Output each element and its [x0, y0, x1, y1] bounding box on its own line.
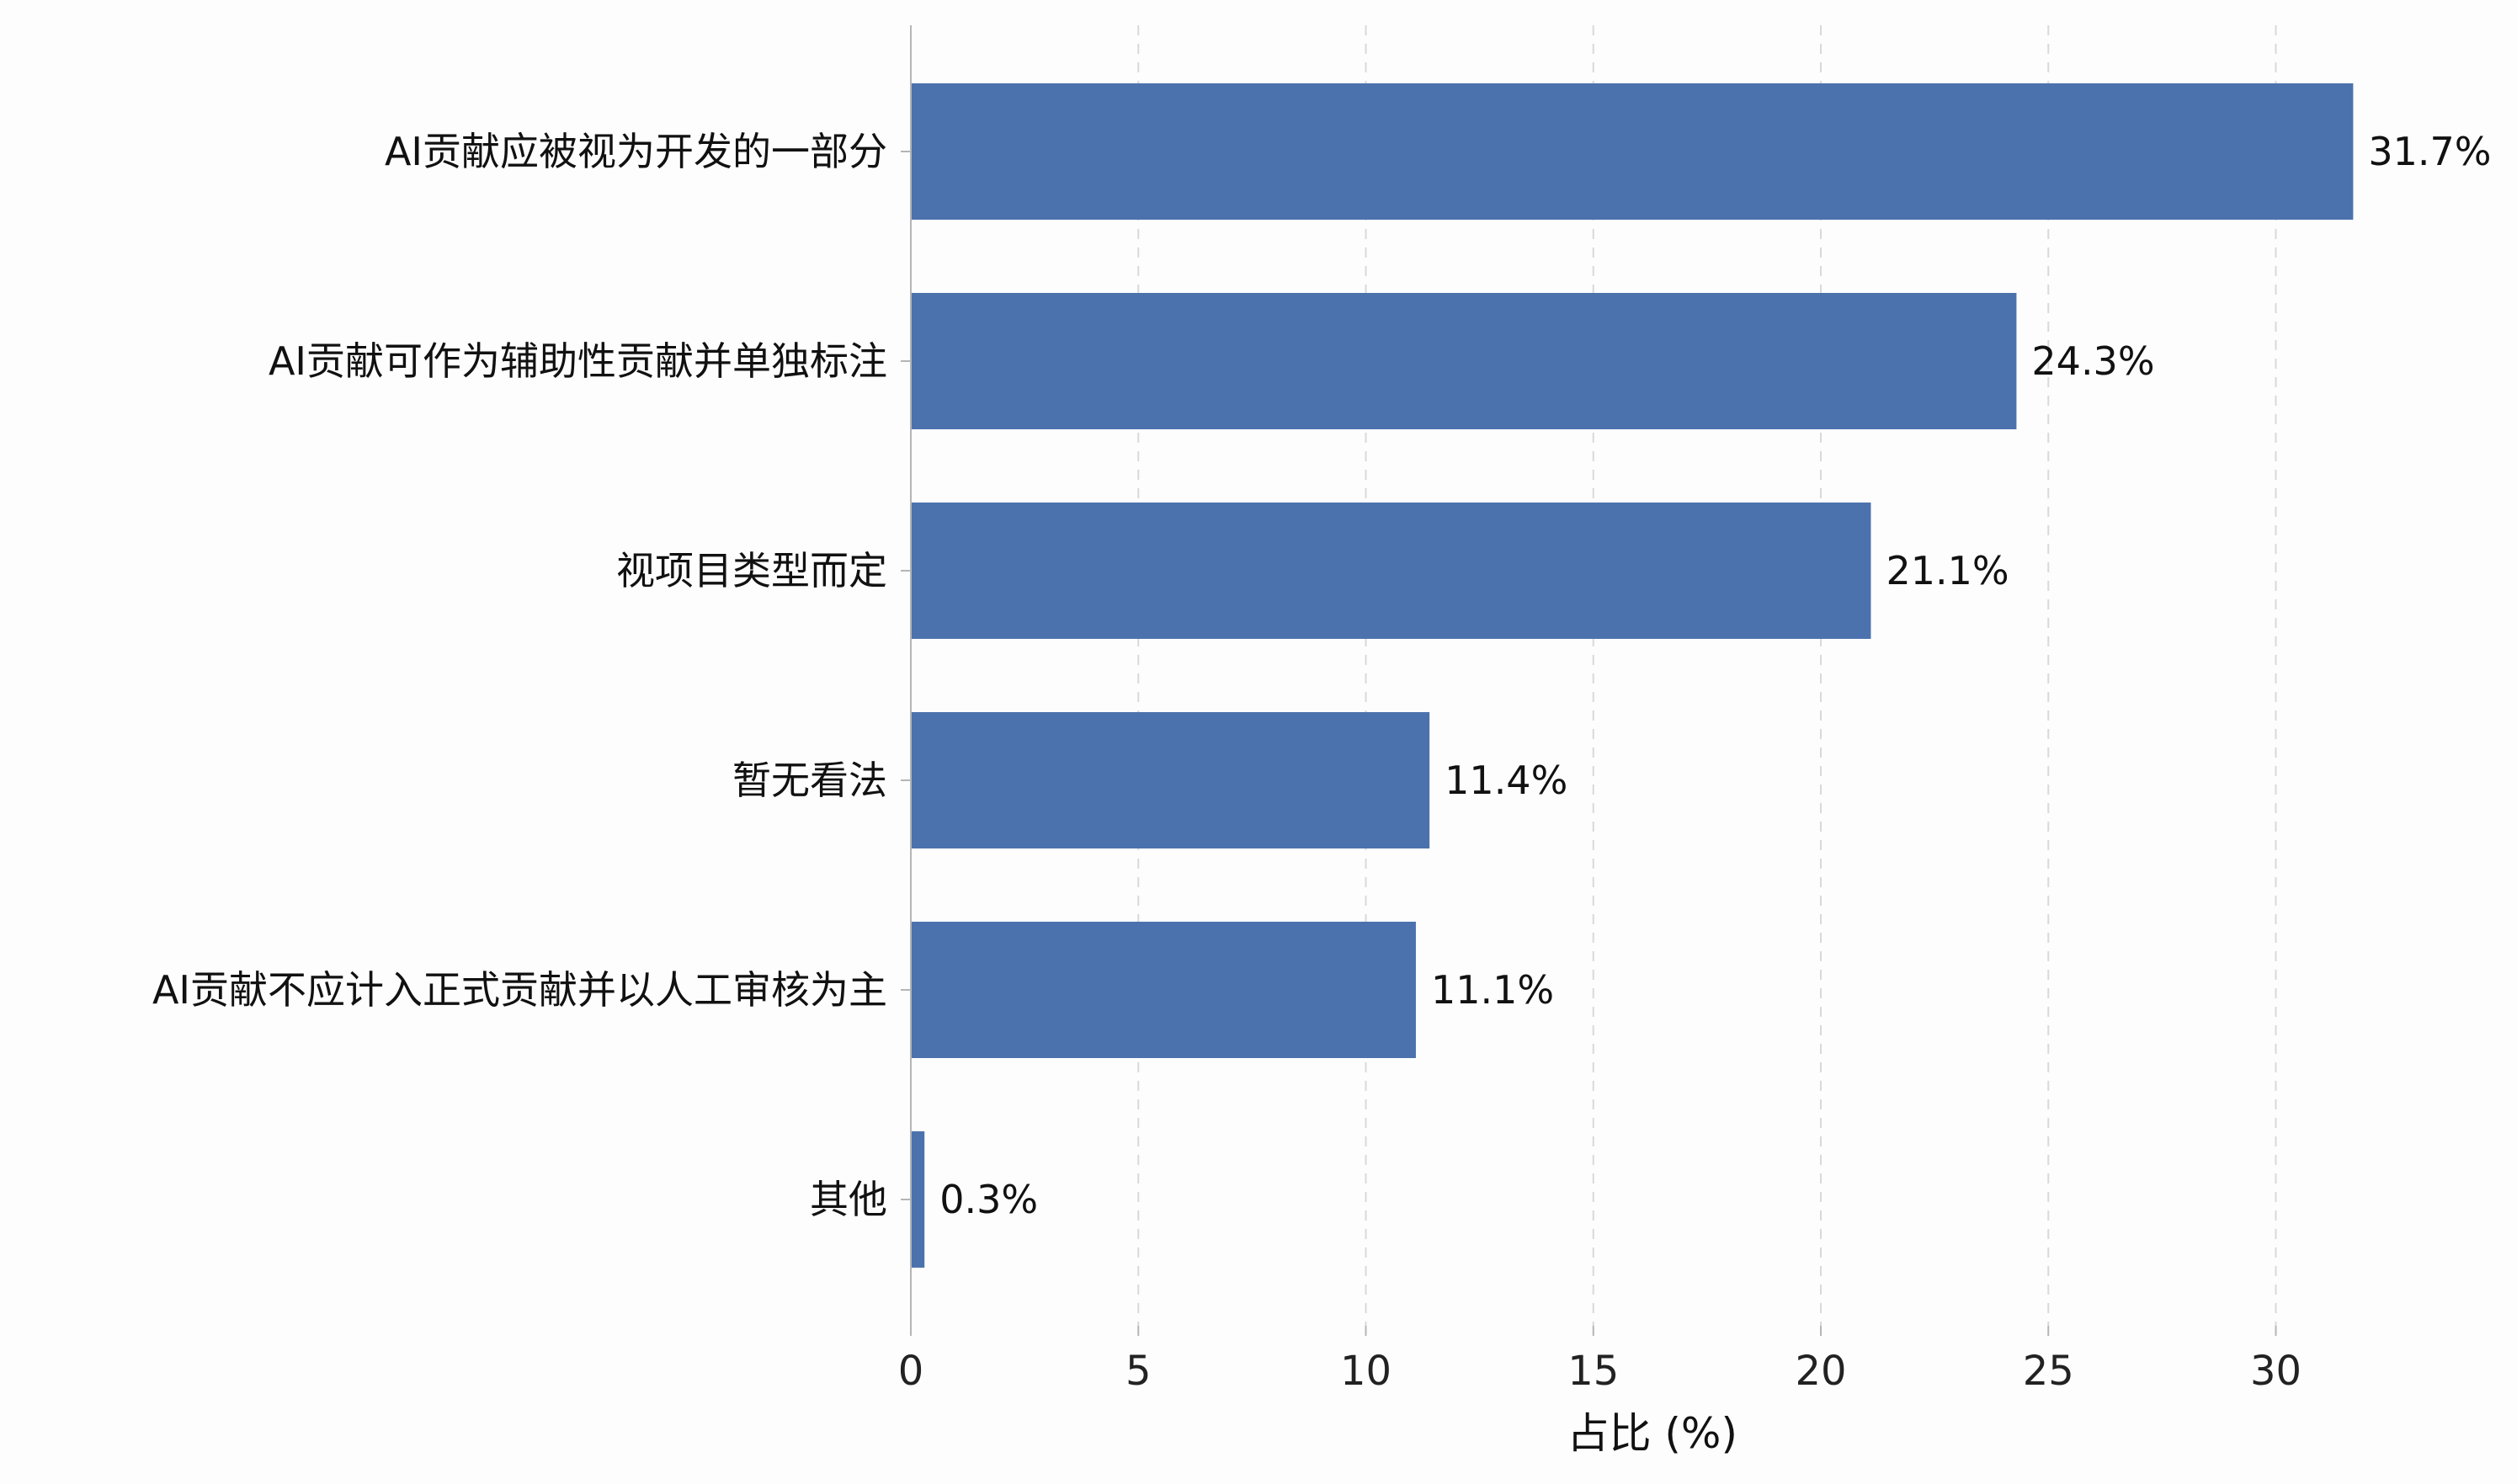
- category-label: AI贡献应被视为开发的一部分: [385, 129, 887, 174]
- x-tick-label: 15: [1567, 1348, 1619, 1395]
- x-tick-label: 30: [2250, 1348, 2301, 1395]
- x-tick-label: 25: [2023, 1348, 2074, 1395]
- x-tick-label: 0: [898, 1348, 924, 1395]
- gridlines: [1137, 25, 2277, 1326]
- bar: [911, 712, 1430, 848]
- value-label: 21.1%: [1886, 548, 2009, 593]
- labels: 0 5 10 15 20 25 30 AI贡献应被视为开发的一部分 31.7% AI贡献可作为辅助…: [152, 129, 2492, 1395]
- category-label: 视项目类型而定: [616, 548, 887, 593]
- bar: [911, 83, 2354, 220]
- axes: [901, 25, 2277, 1336]
- category-label: AI贡献可作为辅助性贡献并单独标注: [269, 338, 887, 384]
- category-label: 其他: [810, 1177, 887, 1222]
- x-axis-title: 占比 (%): [1567, 1409, 1737, 1458]
- value-label: 31.7%: [2368, 129, 2491, 174]
- bar: [911, 503, 1871, 639]
- value-label: 11.1%: [1431, 967, 1554, 1013]
- x-tick-label: 20: [1795, 1348, 1846, 1395]
- value-label: 11.4%: [1445, 758, 1567, 803]
- bars: [911, 83, 2354, 1268]
- category-label: 暂无看法: [732, 758, 887, 803]
- bar: [911, 293, 2017, 429]
- x-tick-label: 10: [1340, 1348, 1392, 1395]
- bar: [911, 922, 1416, 1058]
- x-tick-label: 5: [1125, 1348, 1152, 1395]
- value-label: 24.3%: [2031, 338, 2154, 384]
- category-label: AI贡献不应计入正式贡献并以人工审核为主: [152, 967, 887, 1013]
- value-label: 0.3%: [939, 1177, 1038, 1222]
- bar: [911, 1131, 925, 1268]
